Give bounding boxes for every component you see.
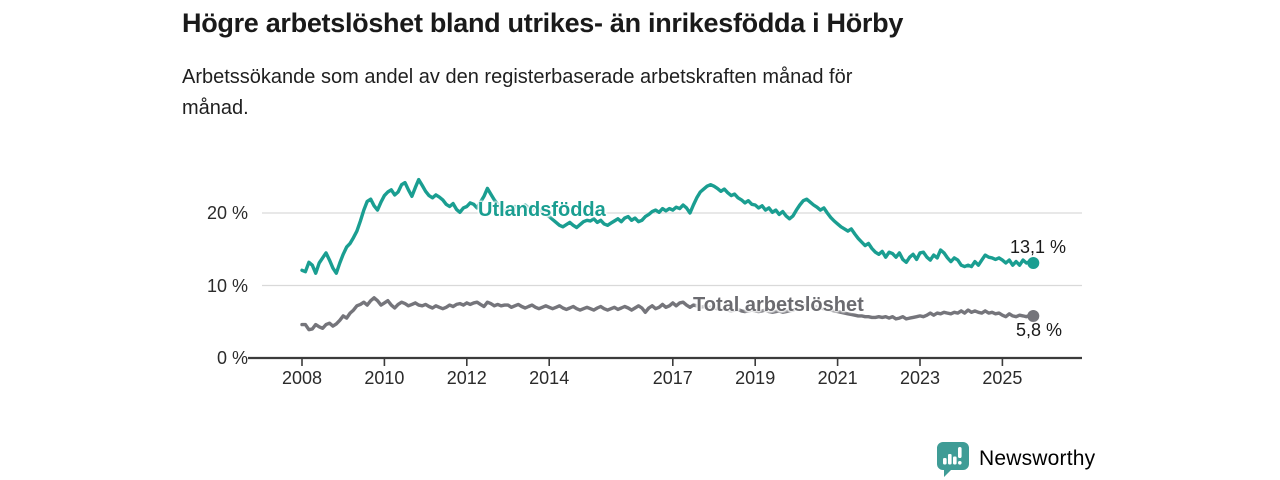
- x-tick-label: 2017: [652, 368, 693, 388]
- series-label-utlandsfodda: Utlandsfödda: [478, 199, 606, 221]
- series-line-utlandsfodda: [300, 177, 1036, 275]
- x-tick-label: 2008: [281, 368, 323, 388]
- bar-chart-speech-bubble-icon: [937, 442, 969, 477]
- newsworthy-logo: Newsworthy: [936, 441, 1095, 477]
- series-label-total-arbetsloshet: Total arbetslöshet: [693, 294, 864, 316]
- series-end-dot-total: [1027, 309, 1040, 322]
- x-tick-label: 2023: [899, 368, 941, 388]
- end-value-label-total: 5,8 %: [1016, 320, 1063, 340]
- y-tick-label: 0 %: [216, 348, 248, 368]
- y-tick-label: 20 %: [206, 203, 248, 223]
- x-tick-label: 2010: [364, 368, 405, 388]
- x-tick-label: 2019: [735, 368, 776, 388]
- brand-name: Newsworthy: [979, 447, 1096, 470]
- x-tick-label: 2012: [446, 368, 487, 388]
- page-title: Högre arbetslöshet bland utrikes- än inr…: [182, 8, 904, 38]
- x-tick-label: 2014: [529, 368, 570, 388]
- x-tick-label: 2025: [982, 368, 1023, 388]
- y-tick-label: 10 %: [206, 275, 248, 296]
- x-tick-label: 2021: [817, 368, 858, 388]
- series-end-dot-utlandsfodda: [1027, 257, 1040, 270]
- chart-subtitle: Arbetssökande som andel av den registerb…: [182, 66, 853, 119]
- series-line-total: [300, 296, 1036, 332]
- end-value-label-utlandsfodda: 13,1 %: [1010, 237, 1067, 257]
